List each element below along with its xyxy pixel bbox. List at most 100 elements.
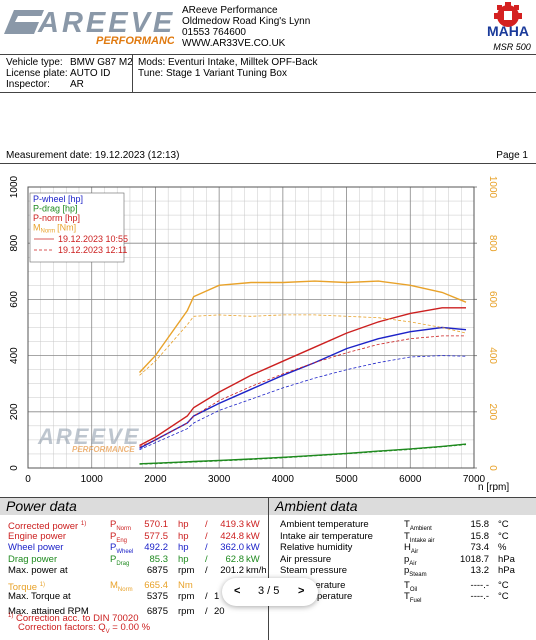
divider: [0, 163, 536, 164]
symbol-main: p: [404, 553, 410, 565]
info-note: Tune: Stage 1 Variant Tuning Box: [138, 68, 287, 79]
row-label: Max. Torque at: [8, 591, 71, 602]
value: 73.4: [470, 542, 490, 553]
series-line: [139, 444, 467, 465]
address-line: AReeve Performance: [182, 5, 278, 16]
series-line: [138, 280, 467, 373]
unit: rpm: [178, 605, 195, 617]
series-line: [139, 326, 467, 449]
symbol-sub: Fuel: [409, 597, 422, 604]
legend-unit: [Nm]: [57, 223, 76, 233]
chart: 0 1000 2000 3000 4000 5000 6000 700002004006008…: [9, 175, 509, 493]
value: 492.2: [144, 542, 168, 553]
footnote: 1) Correction acc. to DIN 70020: [8, 611, 139, 624]
row-label: Corrected power 1): [8, 519, 86, 532]
value: 424.8: [220, 530, 244, 542]
logo-name: AREEVE: [37, 7, 174, 39]
unit: hp: [178, 530, 189, 542]
unit: %: [498, 542, 507, 553]
symbol-sub: Ambient: [409, 525, 432, 532]
legend-entry: P-norm [hp]: [33, 213, 80, 223]
row-label: Max. power at: [8, 565, 68, 576]
info-value: AR: [70, 79, 84, 90]
symbol: pAir: [404, 554, 417, 570]
watermark-tagline: PERFORMANCE: [72, 445, 135, 454]
maha-text: MAHA: [487, 23, 529, 39]
x-tick-label: 5000: [335, 474, 358, 485]
info-value: AUTO ID: [70, 68, 111, 79]
row-label: Engine power: [8, 531, 66, 542]
separator: /: [205, 591, 208, 602]
series-line: [139, 335, 466, 448]
symbol: TFuel: [404, 591, 421, 607]
logo-tagline: PERFORMANCE: [96, 35, 174, 47]
y-tick-label: 400: [9, 347, 20, 364]
row-label: Drag power: [8, 554, 57, 565]
info-labels: Vehicle type: License plate: Inspector:: [6, 57, 68, 90]
unit: kW: [246, 553, 260, 565]
info-values: BMW G87 M2 AUTO ID AR: [70, 57, 133, 90]
series-line: [139, 314, 467, 376]
y2-tick-label: 0: [487, 465, 498, 471]
info-label: License plate:: [6, 68, 68, 79]
symbol-sub: Oil: [409, 586, 418, 593]
symbol: TIntake air: [404, 531, 435, 547]
legend-name: M: [33, 223, 41, 233]
factor-label: Correction factors: Q: [18, 622, 106, 633]
footnote-mark: 1): [39, 581, 46, 588]
legend-run-label: 19.12.2023 12:11: [58, 245, 127, 255]
symbol: PWheel: [110, 542, 133, 558]
legend-entry: P-wheel [hp]: [33, 194, 83, 204]
symbol-sub: Drag: [116, 560, 130, 567]
prev-button[interactable]: <: [234, 585, 241, 597]
value: 6875: [146, 605, 168, 617]
info-label: Vehicle type:: [6, 57, 63, 68]
x-tick-label: 7000: [463, 474, 486, 485]
y2-tick-label: 800: [487, 235, 498, 252]
separator: /: [205, 519, 208, 530]
separator: /: [205, 605, 208, 617]
value: 13.2: [470, 565, 490, 576]
unit: km/h: [246, 565, 267, 576]
value: 85.3: [149, 553, 169, 565]
divider: [132, 54, 133, 92]
value: 6875: [146, 565, 168, 576]
unit: hp: [178, 519, 189, 530]
logo: AREEVE PERFORMANCE: [4, 7, 174, 47]
symbol-sub: Air: [410, 548, 419, 555]
info-notes: Mods: Eventuri Intake, Milltek OPF-Back …: [138, 57, 318, 79]
divider: [268, 497, 269, 640]
unit: hp: [178, 553, 189, 565]
symbol-main: P: [110, 519, 117, 530]
maha-logo: MAHA MSR 500: [487, 2, 531, 52]
next-button[interactable]: >: [298, 585, 305, 597]
value: ----.-: [470, 591, 489, 602]
unit: Nm: [178, 579, 193, 591]
x-tick-label: 2000: [144, 474, 167, 485]
symbol: HAir: [404, 542, 418, 558]
divider: [0, 92, 536, 93]
legend-run-label: 19.12.2023 10:55: [58, 234, 128, 244]
factor-sub: V: [105, 628, 110, 635]
footnote-mark: 1): [8, 613, 14, 619]
legend-name: P-wheel [hp]: [33, 194, 83, 204]
symbol-main: T: [404, 519, 410, 530]
unit: hPa: [498, 565, 515, 576]
row-label: Steam pressure: [280, 565, 348, 576]
symbol-main: P: [110, 553, 117, 565]
value: 5375: [146, 591, 168, 602]
row-label: Torque 1): [8, 580, 45, 593]
row-label: Air pressure: [280, 553, 332, 565]
symbol: pSteam: [404, 565, 427, 581]
separator: /: [205, 565, 208, 576]
value: 15.8: [470, 519, 490, 530]
label-text: Max. power at: [8, 565, 68, 576]
value: 201.2: [220, 565, 244, 576]
x-tick-label: 1000: [81, 474, 104, 485]
logo-stripes: [4, 10, 44, 34]
symbol-main: M: [110, 579, 118, 591]
row-label: Intake air temperature: [280, 530, 373, 542]
power-header: Power data: [0, 498, 268, 515]
symbol: MNorm: [110, 580, 133, 596]
symbol-main: H: [404, 542, 411, 553]
